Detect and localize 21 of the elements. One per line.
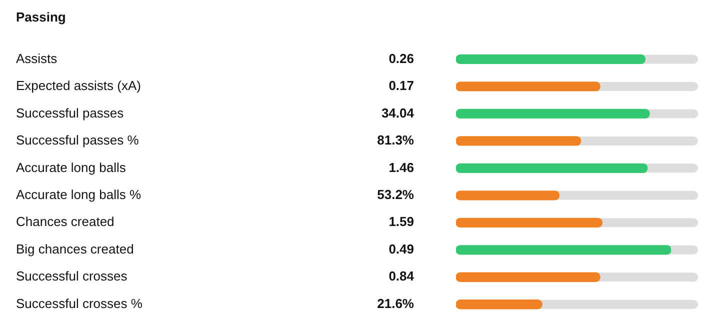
text: 0.49 <box>388 241 414 256</box>
text: 0.84 <box>388 268 415 284</box>
y-tick-label: Assists <box>16 50 58 66</box>
text: 0.17 <box>388 78 414 94</box>
text: 21.6% <box>377 296 414 311</box>
y-tick-label: Successful passes % <box>16 132 140 148</box>
text: 53.2% <box>377 187 414 202</box>
y-tick-label: Expected assists (xA) <box>16 78 141 94</box>
text: 34.04 <box>381 105 415 120</box>
y-tick-label: Successful passes <box>16 105 124 120</box>
y-tick-label: Successful crosses <box>16 268 128 284</box>
y-tick-label: Successful crosses % <box>16 296 143 311</box>
text: 81.3% <box>377 132 414 148</box>
y-tick-label: Accurate long balls <box>16 160 126 175</box>
y-tick-label: Accurate long balls % <box>16 187 142 202</box>
text: Passing <box>16 9 66 24</box>
text: 1.59 <box>388 214 414 230</box>
y-tick-label: Big chances created <box>16 241 134 256</box>
y-tick-label: Chances created <box>16 214 114 230</box>
text: 0.26 <box>388 50 414 66</box>
text: 1.46 <box>388 160 414 175</box>
